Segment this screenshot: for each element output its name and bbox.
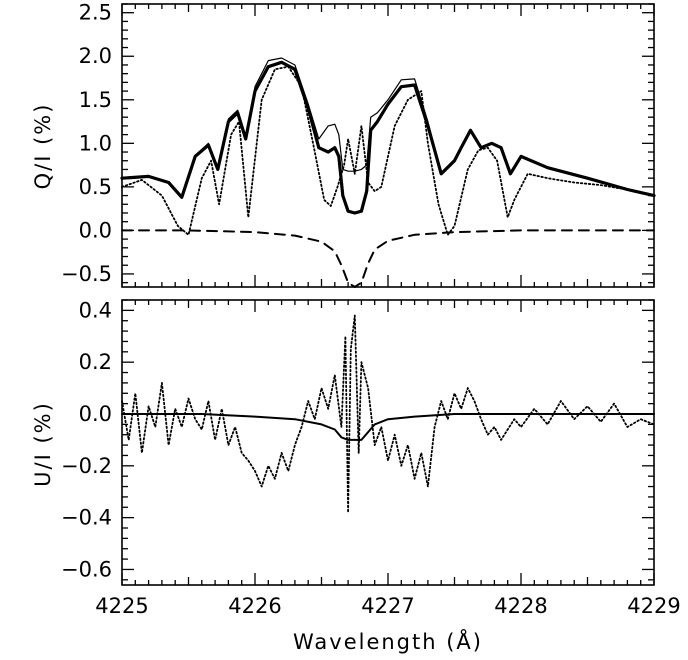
top-series-thick-solid-line — [120, 60, 656, 215]
bottom-series-solid-line — [121, 413, 655, 441]
top-y-tick-label: 1.5 — [79, 88, 112, 112]
top-panel-qi: 2.5 2.0 1.5 1.0 0.5 0.0 −0.5 — [61, 1, 656, 288]
bottom-plot-frame — [121, 299, 655, 586]
top-y-tick-label: 0.5 — [79, 175, 112, 199]
bottom-y-tick-label: 0.4 — [79, 298, 112, 322]
x-tick-label: 4228 — [494, 594, 547, 618]
top-y-tick-label: 2.0 — [79, 44, 112, 68]
top-y-tick-label: 2.5 — [79, 1, 112, 25]
top-y-tick-label: −0.5 — [61, 262, 112, 286]
top-series-thin-solid-line — [121, 57, 655, 198]
bottom-series-dotted-line — [121, 314, 655, 514]
x-axis-label-wavelength: Wavelength (Å) — [293, 628, 483, 654]
x-tick-label: 4227 — [361, 594, 414, 618]
bottom-y-tick-label: −0.6 — [61, 557, 112, 581]
top-y-tick-label: 1.0 — [79, 131, 112, 155]
bottom-y-tick-label: −0.4 — [61, 506, 112, 530]
bottom-panel-ui: 0.4 0.2 0.0 −0.2 −0.4 −0.6 4225 4226 4227 4228 422… — [61, 298, 681, 618]
bottom-y-tick-label: 0.2 — [79, 350, 112, 374]
bottom-y-tick-label: 0.0 — [79, 402, 112, 426]
top-y-tick-label: 0.0 — [79, 218, 112, 242]
y-axis-label-u-over-i: U/I (%) — [31, 401, 55, 487]
top-plot-frame — [121, 3, 655, 288]
x-tick-label: 4226 — [228, 594, 281, 618]
top-series-dotted-line — [121, 65, 622, 236]
x-tick-label: 4225 — [95, 594, 148, 618]
x-tick-label: 4229 — [627, 594, 680, 618]
y-axis-label-q-over-i: Q/I (%) — [31, 103, 55, 190]
bottom-y-tick-label: −0.2 — [61, 454, 112, 478]
